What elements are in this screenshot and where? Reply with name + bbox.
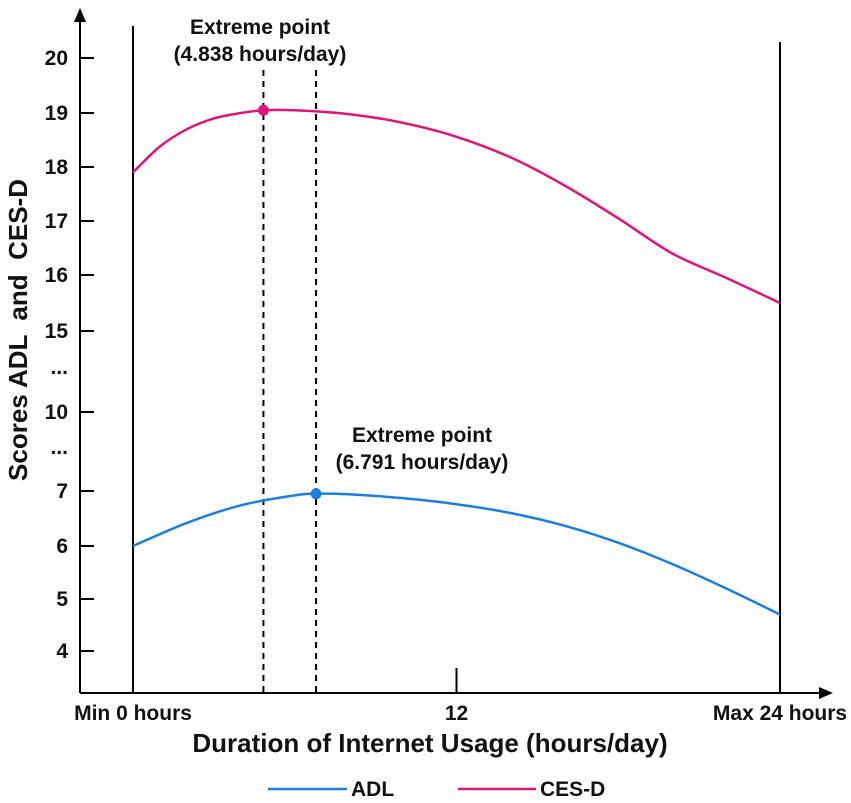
annotations-layer: Extreme point (6.791 hours/day) Extreme po… bbox=[174, 16, 509, 474]
extreme-point-marker-adl bbox=[310, 488, 322, 500]
x-tick-label: Min 0 hours bbox=[74, 702, 192, 725]
y-tick-label: 20 bbox=[45, 47, 68, 70]
y-tick-label: 19 bbox=[45, 102, 68, 125]
y-axis-arrow-icon bbox=[74, 8, 86, 22]
y-tick-label: ... bbox=[50, 436, 68, 459]
y-tick-label: 4 bbox=[56, 640, 68, 663]
y-tick-label: 5 bbox=[56, 588, 68, 611]
x-axis-title: Duration of Internet Usage (hours/day) bbox=[192, 728, 667, 758]
extreme-point-marker-ces-d bbox=[257, 104, 269, 116]
y-tick-label: 16 bbox=[45, 264, 68, 287]
extreme-label-value-adl: (6.791 hours/day) bbox=[336, 451, 509, 474]
extreme-label-title-ces-d: Extreme point bbox=[190, 16, 330, 39]
x-tick-label: Max 24 hours bbox=[713, 702, 847, 725]
legend-label-ces-d: CES-D bbox=[540, 778, 605, 801]
y-tick-label: 10 bbox=[45, 401, 68, 424]
y-tick-label: 6 bbox=[56, 535, 68, 558]
legend-label-adl: ADL bbox=[351, 778, 394, 801]
extreme-label-value-ces-d: (4.838 hours/day) bbox=[174, 43, 347, 66]
legend: ADL CES-D bbox=[268, 778, 605, 801]
x-axis-arrow-icon bbox=[819, 687, 833, 699]
axes-layer: 4 5 6 7... 10... 15 16 17 18 19 20 Min 0 hours 12 Max… bbox=[45, 8, 847, 725]
y-axis-title: Scores ADL and CES-D bbox=[3, 179, 33, 481]
extreme-label-title-adl: Extreme point bbox=[352, 424, 492, 447]
x-tick-label: 12 bbox=[445, 702, 468, 725]
series-layer bbox=[132, 104, 781, 616]
y-tick-label: ... bbox=[50, 356, 68, 379]
y-tick-label: 17 bbox=[45, 210, 68, 233]
guide-lines-layer bbox=[262, 70, 318, 693]
y-tick-label: 15 bbox=[45, 320, 69, 343]
y-tick-label: 18 bbox=[45, 156, 69, 179]
series-line-adl bbox=[132, 492, 781, 616]
series-line-ces-d bbox=[132, 108, 781, 305]
y-tick-label: 7 bbox=[56, 480, 68, 503]
